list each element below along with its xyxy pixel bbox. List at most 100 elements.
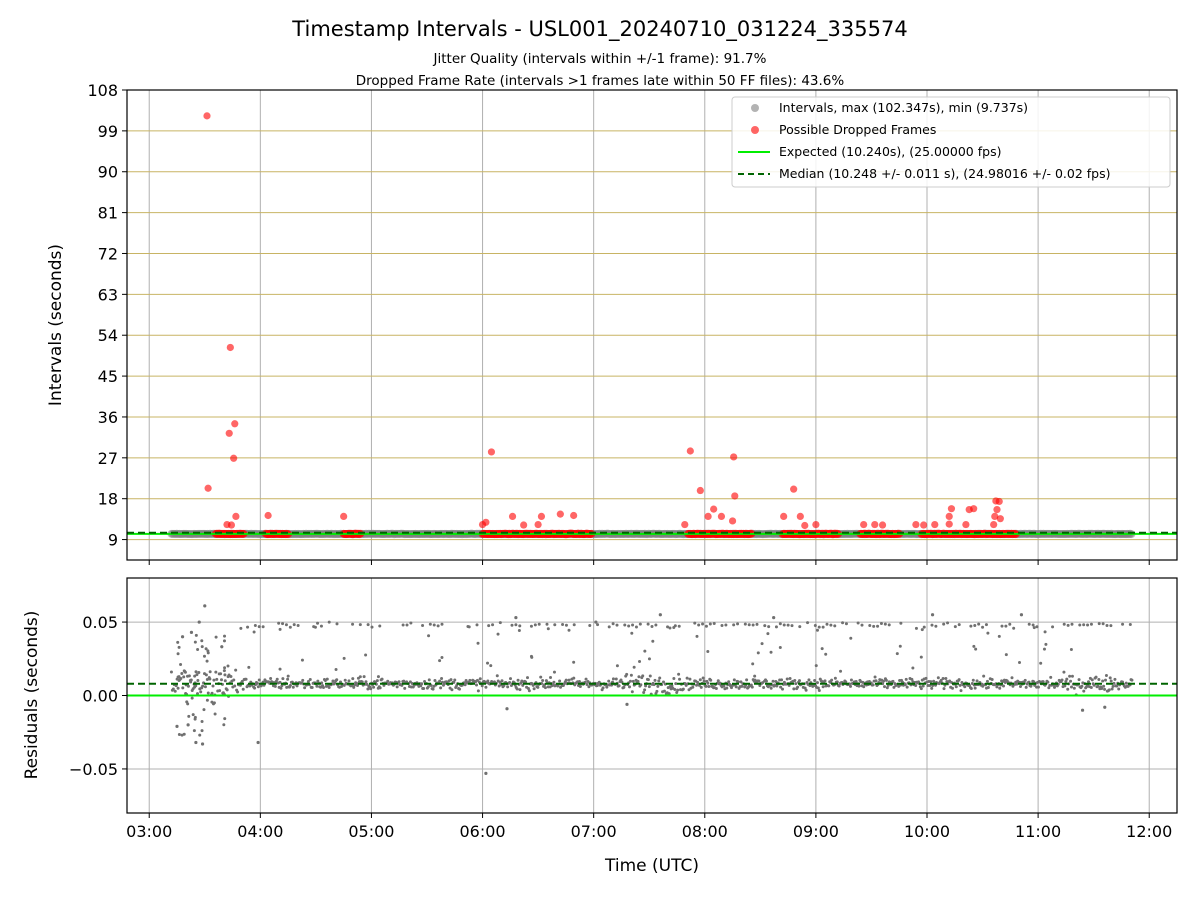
residual-point <box>427 634 431 638</box>
residual-point <box>662 680 665 684</box>
dropped-frame-point <box>537 512 546 521</box>
residual-point <box>489 664 493 668</box>
residual-point <box>891 679 895 683</box>
residual-outlier-point <box>930 613 935 617</box>
dropped-frame-point <box>230 454 238 462</box>
residual-point <box>817 688 821 692</box>
residual-point <box>672 676 676 680</box>
residual-point <box>771 679 775 683</box>
residual-point <box>986 685 990 689</box>
residual-point <box>278 627 282 631</box>
residual-point <box>781 687 784 691</box>
residual-point <box>187 714 191 718</box>
residual-point <box>714 686 718 690</box>
residual-point <box>760 642 764 646</box>
residual-point <box>366 687 370 691</box>
residual-point <box>778 622 782 626</box>
residual-point <box>221 691 225 695</box>
residual-point <box>277 621 281 625</box>
residual-point <box>971 678 975 682</box>
residual-point <box>1080 684 1084 688</box>
residual-point <box>296 623 300 627</box>
residual-point <box>403 686 407 690</box>
residual-point <box>1032 626 1036 630</box>
residual-point <box>1053 685 1056 689</box>
residual-point <box>944 676 948 680</box>
residual-point <box>655 689 659 693</box>
x-tick-label: 06:00 <box>460 822 506 841</box>
residual-point <box>301 678 305 682</box>
residual-point <box>678 677 682 681</box>
residual-outlier-point <box>203 604 207 608</box>
residual-point <box>885 686 889 690</box>
residual-point <box>179 663 183 667</box>
top-y-tick-label: 90 <box>98 163 118 182</box>
residual-point <box>208 670 212 674</box>
residual-point <box>1036 685 1040 689</box>
residual-point <box>751 623 755 627</box>
residual-point <box>829 623 833 627</box>
residual-point <box>827 684 831 688</box>
residual-point <box>769 650 773 654</box>
residual-point <box>1104 678 1107 682</box>
residual-point <box>327 620 331 624</box>
residual-point <box>1008 622 1012 626</box>
residual-point <box>197 670 201 674</box>
dropped-frame-point <box>534 520 542 529</box>
residual-point <box>319 624 323 628</box>
residual-point <box>1130 678 1134 682</box>
residual-point <box>637 675 641 679</box>
residual-point <box>440 676 444 680</box>
residual-point <box>222 723 226 727</box>
residual-point <box>623 623 627 627</box>
residual-point <box>632 665 636 669</box>
residual-point <box>543 686 547 690</box>
dropped-frame-point <box>731 492 739 500</box>
dropped-frame-point <box>990 520 998 529</box>
residual-point <box>518 688 522 692</box>
residual-point <box>334 668 338 672</box>
residual-point <box>921 684 925 688</box>
residual-point <box>839 669 843 673</box>
residual-point <box>778 645 782 649</box>
residual-point <box>699 685 703 689</box>
residual-point <box>895 652 899 656</box>
residual-point <box>914 684 918 688</box>
residual-point <box>176 675 180 679</box>
residual-point <box>798 679 801 683</box>
residual-point <box>339 680 342 684</box>
residual-point <box>887 623 891 627</box>
residual-point <box>508 681 512 685</box>
residual-point <box>572 623 576 627</box>
residual-point <box>376 675 380 679</box>
residual-point <box>658 676 662 680</box>
residual-point <box>625 672 629 676</box>
residual-point <box>1063 684 1067 688</box>
residual-point <box>244 677 248 681</box>
residual-point <box>756 651 760 655</box>
residual-point <box>656 684 660 688</box>
residual-point <box>718 681 722 685</box>
residual-point <box>509 677 512 681</box>
residual-outlier-point <box>1019 613 1024 617</box>
residual-point <box>766 632 770 636</box>
residual-point <box>977 622 981 626</box>
residual-point <box>206 649 210 653</box>
residual-point <box>1101 622 1105 626</box>
residual-point <box>1019 685 1022 689</box>
residual-point <box>930 686 934 690</box>
residual-point <box>342 683 346 687</box>
residual-point <box>210 691 214 695</box>
top-y-tick-label: 72 <box>98 244 118 263</box>
residual-point <box>257 625 261 629</box>
residual-point <box>259 684 263 688</box>
residual-point <box>646 678 650 682</box>
dropped-frame-point <box>232 512 240 521</box>
residual-point <box>779 685 783 689</box>
residual-point <box>252 630 256 634</box>
residual-point <box>200 645 204 649</box>
residual-point <box>386 679 390 683</box>
dropped-frame-point <box>556 510 564 518</box>
residual-point <box>1047 686 1051 690</box>
x-tick-label: 07:00 <box>571 822 617 841</box>
